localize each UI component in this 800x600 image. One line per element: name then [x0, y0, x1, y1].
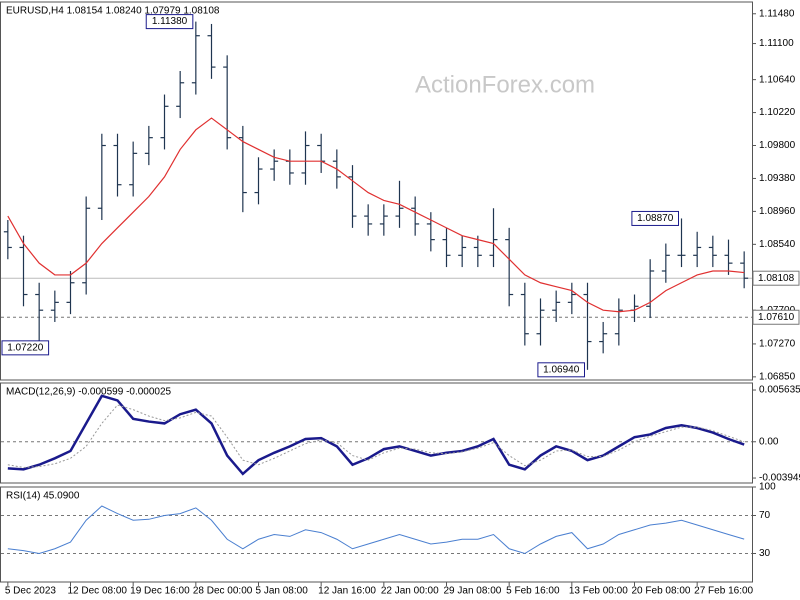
- annotation-label: 1.11380: [152, 16, 188, 27]
- pane-frame: [0, 1, 753, 381]
- y-tick-label: 0.00: [759, 436, 779, 447]
- level-box: [752, 309, 800, 325]
- annotation-box: [631, 210, 680, 226]
- x-tick-label: 5 Jan 08:00: [256, 586, 309, 597]
- level-box: [752, 270, 800, 286]
- pane-title: EURUSD,H4 1.08154 1.08240 1.07979 1.0810…: [6, 6, 220, 17]
- y-tick-label: 30: [759, 548, 771, 559]
- y-tick-label: 1.09380: [759, 173, 796, 184]
- x-tick-label: 12 Dec 08:00: [68, 586, 128, 597]
- y-tick-label: 1.08960: [759, 206, 796, 217]
- y-tick-label: 1.09800: [759, 140, 796, 151]
- pane-title: RSI(14) 45.0900: [6, 491, 80, 502]
- y-tick-label: 1.11100: [759, 38, 794, 49]
- x-tick-label: 12 Jan 16:00: [318, 586, 376, 597]
- series-line: [7, 394, 745, 476]
- x-tick-label: 5 Dec 2023: [5, 586, 57, 597]
- x-tick-label: 29 Jan 08:00: [444, 586, 502, 597]
- x-tick-label: 22 Jan 00:00: [381, 586, 439, 597]
- y-tick-label: 1.08540: [759, 239, 796, 250]
- moving-average: [7, 117, 745, 313]
- x-tick-label: 5 Feb 16:00: [506, 586, 560, 597]
- annotation-label: 1.07220: [7, 342, 44, 353]
- level-label: 1.07610: [758, 312, 795, 323]
- level-label: 1.08108: [758, 273, 795, 284]
- x-tick-label: 13 Feb 00:00: [569, 586, 628, 597]
- y-tick-label: -0.003949: [759, 473, 800, 484]
- pane-frame: [0, 382, 753, 484]
- annotation-label: 1.08870: [637, 213, 674, 224]
- x-tick-label: 27 Feb 16:00: [694, 586, 753, 597]
- annotation-box: [1, 340, 50, 356]
- annotation-box: [537, 362, 586, 378]
- y-tick-label: 70: [759, 510, 771, 521]
- y-tick-label: 0.005635: [759, 385, 800, 396]
- series-line: [7, 505, 745, 555]
- y-tick-label: 1.06850: [759, 372, 796, 383]
- y-tick-label: 1.11480: [759, 8, 795, 19]
- x-tick-label: 20 Feb 08:00: [632, 586, 691, 597]
- y-tick-label: 1.10220: [759, 107, 796, 118]
- series-line: [7, 404, 745, 468]
- annotation-box: [145, 14, 194, 30]
- pane-title: MACD(12,26,9) -0.000599 -0.000025: [6, 387, 172, 398]
- y-tick-label: 1.07270: [759, 339, 796, 350]
- watermark: ActionForex.com: [415, 71, 595, 98]
- pane-frame: [0, 486, 753, 583]
- y-tick-label: 100: [759, 482, 776, 493]
- x-tick-label: 19 Dec 16:00: [130, 586, 190, 597]
- x-tick-label: 28 Dec 00:00: [193, 586, 253, 597]
- annotation-label: 1.06940: [543, 364, 580, 375]
- y-tick-label: 1.10640: [759, 74, 796, 85]
